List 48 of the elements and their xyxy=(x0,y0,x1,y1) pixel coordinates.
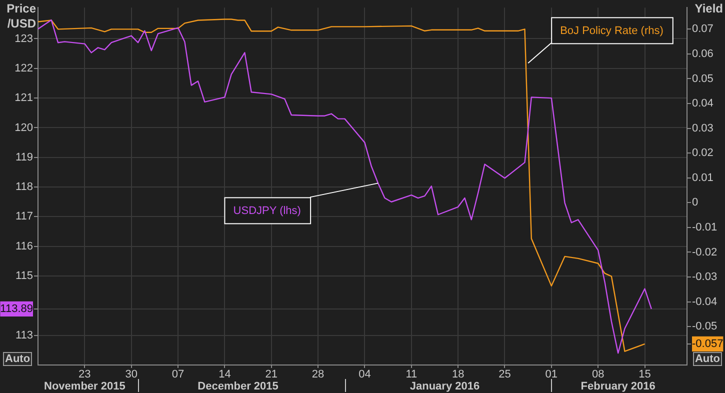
y2-axis-title: Yield xyxy=(694,1,723,16)
x-tick-label: 08 xyxy=(592,368,604,381)
y2-tick-label: -0.03 xyxy=(692,271,718,284)
y2-tick-label: -0.057 xyxy=(692,338,724,350)
y-tick-label: 116 xyxy=(15,240,33,252)
y-axis-title: Price /USD xyxy=(6,1,36,30)
x-tick-label: 11 xyxy=(406,368,418,381)
y2-tick-label: -0.05 xyxy=(692,320,718,333)
x-tick-label: 30 xyxy=(125,368,138,381)
text: USDJPY (lhs) xyxy=(233,205,301,218)
y-tick-label: 113 xyxy=(15,329,33,342)
y2-tick-label: 0.03 xyxy=(692,122,714,134)
x2-tick-label: November 2015 xyxy=(44,380,126,393)
x-tick-label: 18 xyxy=(452,368,464,381)
y2-tick-label: 0 xyxy=(692,196,698,209)
x-tick-label: 21 xyxy=(265,368,278,381)
y-tick-label: 122 xyxy=(14,62,33,74)
y2-tick-label: 0.02 xyxy=(692,147,714,160)
x2-tick-label: December 2015 xyxy=(198,380,278,393)
x-tick-label: 07 xyxy=(172,368,184,381)
y2-tick-label: 0.06 xyxy=(692,48,714,60)
y2-tick-label: -0.01 xyxy=(692,221,718,234)
text: Auto xyxy=(692,352,722,366)
y2-tick-label: 0.01 xyxy=(692,172,714,184)
x-tick-label: 28 xyxy=(312,368,324,381)
x-tick-label: 23 xyxy=(78,368,91,381)
y-tick-label: 123 xyxy=(14,32,33,45)
y2-tick-label: -0.02 xyxy=(692,246,718,258)
y-tick-label: 117 xyxy=(15,210,33,223)
x-tick-label: 14 xyxy=(218,368,231,381)
y2-tick-label: 0.04 xyxy=(692,98,714,110)
y-tick-label: 120 xyxy=(14,122,33,134)
y2-tick-label: 0.07 xyxy=(692,23,714,36)
y2-tick-label: 0.05 xyxy=(692,72,714,85)
x-tick-label: 01 xyxy=(545,368,558,381)
y2-tick-label: -0.04 xyxy=(692,296,718,308)
x-tick-label: 04 xyxy=(358,368,371,381)
y-tick-label: 119 xyxy=(15,151,33,164)
y-tick-label: 121 xyxy=(14,92,33,104)
y-tick-label: 118 xyxy=(15,181,33,194)
text: BoJ Policy Rate (rhs) xyxy=(560,25,664,38)
x-tick-label: 15 xyxy=(638,368,651,381)
y-tick-label: 115 xyxy=(15,270,33,282)
x-tick-label: 25 xyxy=(498,368,511,381)
y-tick-label: 113.89 xyxy=(0,302,33,315)
x2-tick-label: February 2016 xyxy=(580,380,656,393)
x2-tick-label: January 2016 xyxy=(410,380,480,393)
text: Auto xyxy=(3,352,32,366)
